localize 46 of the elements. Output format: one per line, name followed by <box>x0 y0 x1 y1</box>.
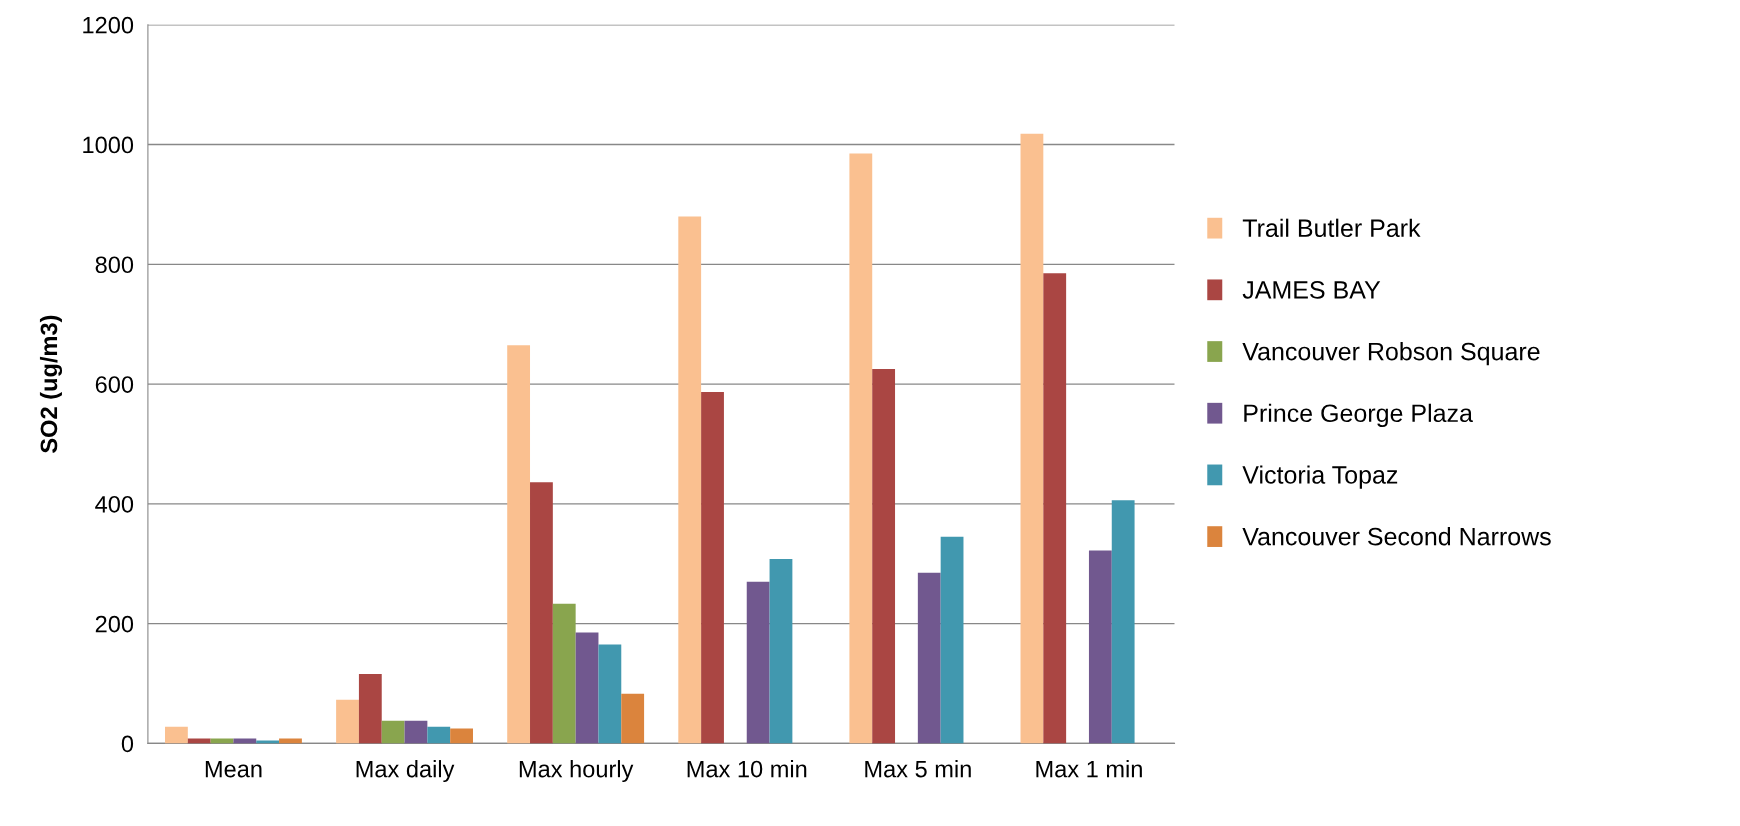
x-tick-label: Mean <box>205 760 262 778</box>
bar <box>598 644 622 744</box>
x-tick-label: Max 1 min <box>1036 760 1142 778</box>
bar <box>621 693 645 744</box>
bar <box>552 603 576 744</box>
bar <box>769 558 793 744</box>
bar <box>507 345 531 744</box>
y-tick-label: 400 <box>95 495 134 513</box>
y-tick-label: 800 <box>95 256 134 274</box>
bar <box>1088 550 1112 744</box>
bar <box>872 369 896 744</box>
bar <box>1111 500 1135 744</box>
bar <box>746 581 770 744</box>
legend-label: Victoria Topaz <box>1242 465 1398 489</box>
y-axis-title: SO2 (ug/m3) <box>39 315 63 453</box>
bar <box>849 153 873 744</box>
bar <box>1043 273 1067 744</box>
legend-label: JAMES BAY <box>1242 281 1381 299</box>
x-tick-label: Max daily <box>356 760 455 783</box>
bar <box>404 720 428 744</box>
y-tick-label: 1200 <box>83 16 134 34</box>
bar <box>450 728 473 744</box>
bar <box>1020 133 1044 744</box>
y-tick-label: 0 <box>121 735 134 753</box>
legend-label: Vancouver Second Narrows <box>1242 527 1551 546</box>
x-tick-label: Max 5 min <box>865 760 971 778</box>
bar <box>427 726 451 744</box>
bar <box>530 482 553 744</box>
bar <box>917 572 941 744</box>
x-tick-label: Max hourly <box>519 760 634 783</box>
bar <box>575 632 599 744</box>
bar <box>256 740 280 744</box>
x-tick-label: Max 10 min <box>687 760 807 778</box>
y-tick-label: 600 <box>95 376 134 393</box>
legend-label: Vancouver Robson Square <box>1242 342 1540 366</box>
legend-label: Prince George Plaza <box>1244 403 1473 428</box>
bar <box>165 726 188 744</box>
bar <box>336 699 359 744</box>
bar <box>358 673 382 744</box>
y-tick-label: 1000 <box>83 136 134 154</box>
bar <box>381 720 405 744</box>
legend-label: Trail Butler Park <box>1242 218 1421 238</box>
y-tick-label: 200 <box>95 615 134 633</box>
bar <box>701 391 724 744</box>
bar <box>940 536 964 744</box>
bar <box>678 216 702 744</box>
